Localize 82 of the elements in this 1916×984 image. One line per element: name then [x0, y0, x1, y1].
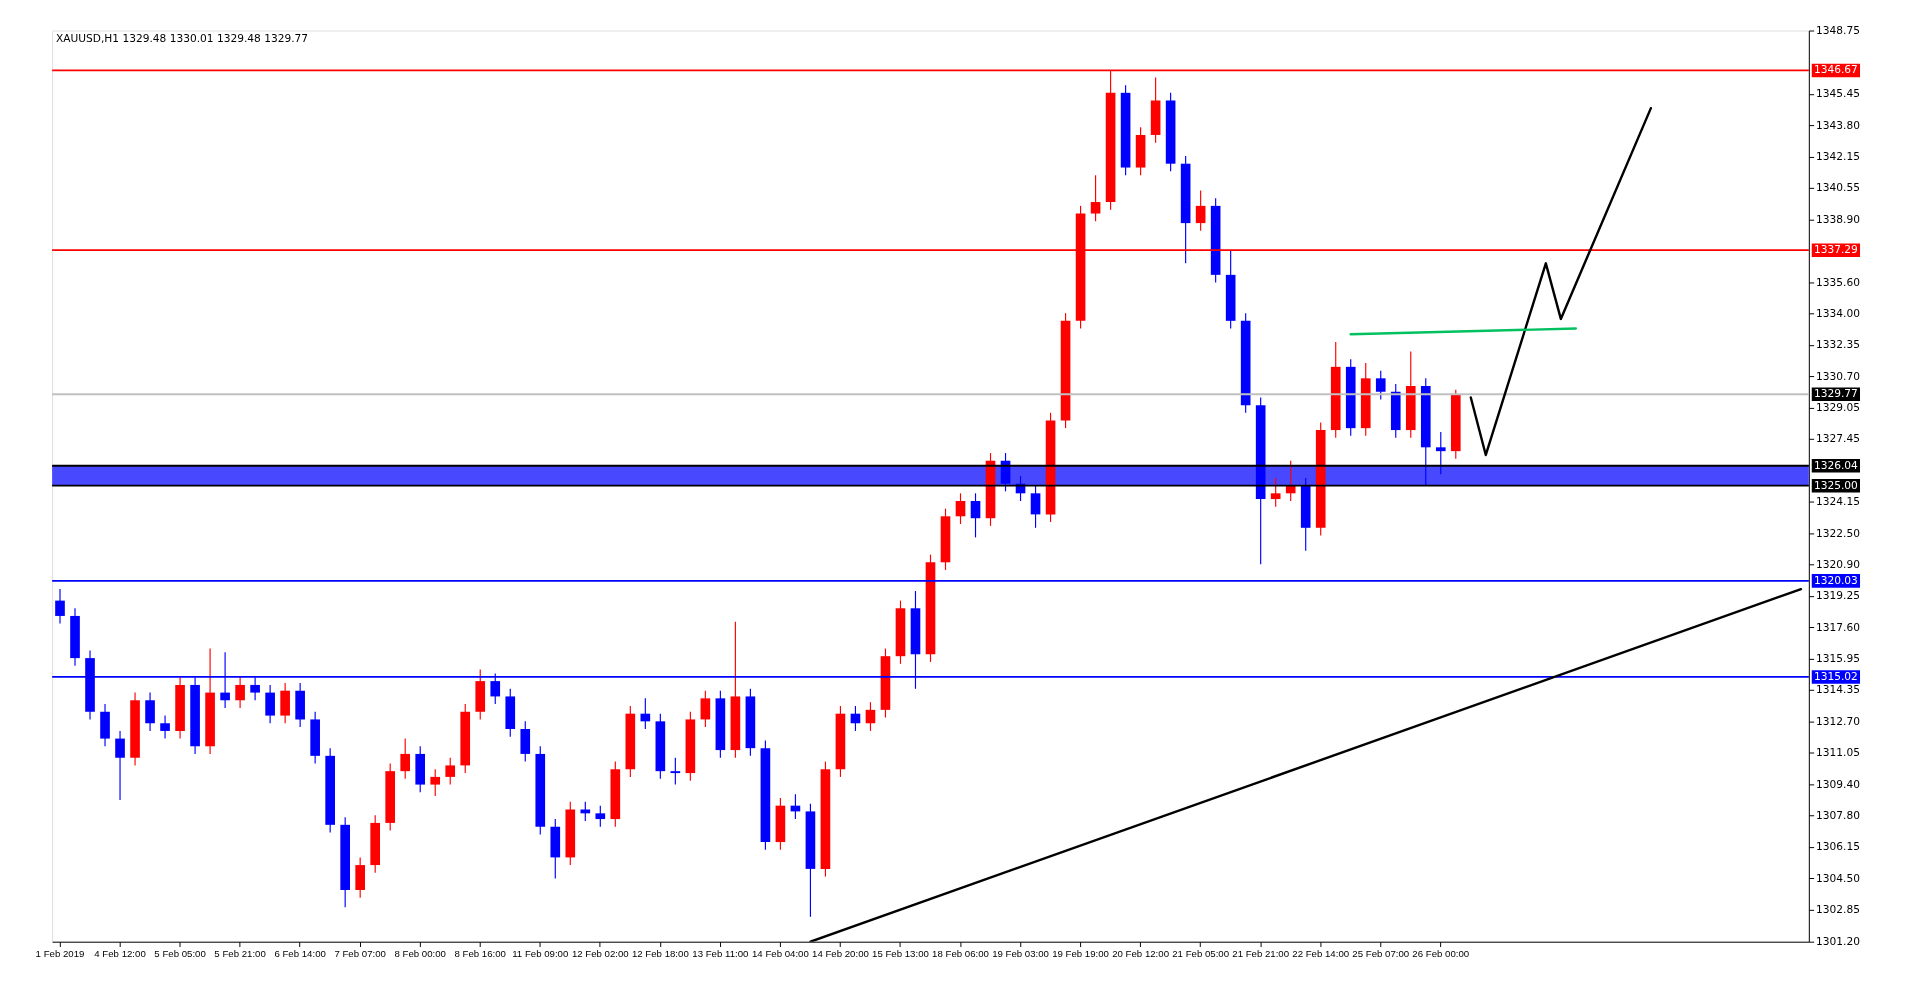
- candlestick: [955, 492, 966, 525]
- y-tick-label: 1301.20: [1816, 935, 1861, 949]
- y-tick-label: 1312.70: [1816, 714, 1861, 728]
- y-tick-label: 1322.50: [1816, 526, 1861, 540]
- y-tick-label: 1332.35: [1816, 338, 1860, 352]
- y-tick-label: 1315.95: [1816, 652, 1860, 666]
- candlestick: [445, 757, 456, 786]
- candlestick: [595, 805, 606, 828]
- candlestick: [160, 715, 170, 740]
- candlestick: [1375, 370, 1386, 400]
- candlestick: [235, 676, 245, 709]
- candlestick: [115, 730, 125, 801]
- candlestick: [430, 768, 441, 797]
- candlestick: [55, 588, 65, 625]
- y-tick-label: 1302.85: [1816, 903, 1860, 917]
- x-tick-label: 12 Feb 02:00: [571, 947, 629, 959]
- x-tick-label: 5 Feb 05:00: [154, 947, 206, 959]
- candlestick: [1195, 189, 1206, 232]
- x-tick-label: 19 Feb 03:00: [992, 947, 1049, 959]
- y-tick-label: 1306.15: [1816, 840, 1860, 854]
- y-tick-label: 1309.40: [1816, 777, 1861, 791]
- candlestick: [1435, 431, 1446, 475]
- x-tick-label: 11 Feb 09:00: [512, 947, 569, 959]
- y-tick-label: 1327.45: [1816, 432, 1860, 446]
- ref-line-label: 1315.02: [1813, 669, 1858, 683]
- ref-line-label: 1346.67: [1813, 63, 1858, 77]
- x-tick-label: 26 Feb 00:00: [1412, 947, 1470, 959]
- x-tick-label: 18 Feb 06:00: [932, 947, 989, 959]
- x-tick-label: 6 Feb 14:00: [274, 947, 326, 959]
- x-tick-label: 21 Feb 21:00: [1232, 947, 1290, 959]
- candlestick: [970, 492, 981, 538]
- ref-line-label: 1337.29: [1813, 243, 1858, 257]
- y-tick-label: 1342.15: [1816, 150, 1860, 164]
- x-tick-label: 8 Feb 16:00: [454, 947, 506, 959]
- candlestick: [580, 801, 591, 822]
- candlestick: [145, 692, 155, 732]
- candlestick: [670, 757, 681, 786]
- x-tick-label: 5 Feb 21:00: [214, 947, 266, 959]
- x-tick-label: 1 Feb 2019: [35, 947, 85, 959]
- y-tick-label: 1348.75: [1816, 23, 1860, 37]
- y-tick-label: 1338.90: [1816, 212, 1861, 226]
- y-tick-label: 1334.00: [1816, 306, 1861, 320]
- candlestick: [1090, 174, 1101, 222]
- ref-line-label: 1325.00: [1813, 478, 1859, 492]
- x-tick-label: 7 Feb 07:00: [334, 947, 386, 959]
- x-tick-label: 25 Feb 07:00: [1352, 947, 1410, 959]
- ref-line-label: 1326.04: [1813, 458, 1859, 472]
- candlestick: [1030, 485, 1041, 529]
- y-tick-label: 1317.60: [1816, 620, 1861, 634]
- y-tick-label: 1345.45: [1816, 87, 1860, 101]
- candlestick: [400, 738, 411, 780]
- y-tick-label: 1340.55: [1816, 181, 1860, 195]
- y-tick-label: 1343.80: [1816, 118, 1861, 132]
- y-tick-label: 1329.05: [1816, 401, 1860, 415]
- x-tick-label: 14 Feb 20:00: [812, 947, 869, 959]
- line-series: [1469, 106, 1653, 457]
- x-tick-label: 21 Feb 05:00: [1172, 947, 1230, 959]
- chart-title: XAUUSD,H1 1329.48 1330.01 1329.48 1329.77: [55, 32, 309, 46]
- x-tick-label: 15 Feb 13:00: [872, 947, 929, 959]
- x-tick-label: 8 Feb 00:00: [394, 947, 446, 959]
- candlestick: [700, 690, 711, 728]
- y-tick-label: 1314.35: [1816, 683, 1860, 697]
- ref-line-label: 1329.77: [1813, 387, 1858, 401]
- x-tick-label: 20 Feb 12:00: [1112, 947, 1170, 959]
- y-tick-label: 1335.60: [1816, 275, 1861, 289]
- x-tick-label: 19 Feb 19:00: [1052, 947, 1109, 959]
- x-tick-label: 12 Feb 18:00: [631, 947, 689, 959]
- y-tick-label: 1330.70: [1816, 369, 1861, 383]
- x-tick-label: 4 Feb 12:00: [94, 947, 146, 959]
- x-tick-label: 22 Feb 14:00: [1292, 947, 1350, 959]
- ref-line-label: 1320.03: [1813, 573, 1858, 587]
- y-tick-label: 1320.90: [1816, 557, 1861, 571]
- y-tick-label: 1311.05: [1816, 746, 1860, 760]
- y-tick-label: 1319.25: [1816, 589, 1860, 603]
- x-tick-label: 13 Feb 11:00: [692, 947, 749, 959]
- candlestick: [265, 684, 275, 724]
- x-tick-label: 14 Feb 04:00: [751, 947, 809, 959]
- y-tick-label: 1304.50: [1816, 871, 1861, 885]
- y-tick-label: 1324.15: [1816, 495, 1860, 509]
- candlestick: [1270, 477, 1281, 508]
- candlestick: [865, 701, 876, 732]
- y-tick-label: 1307.80: [1816, 808, 1861, 822]
